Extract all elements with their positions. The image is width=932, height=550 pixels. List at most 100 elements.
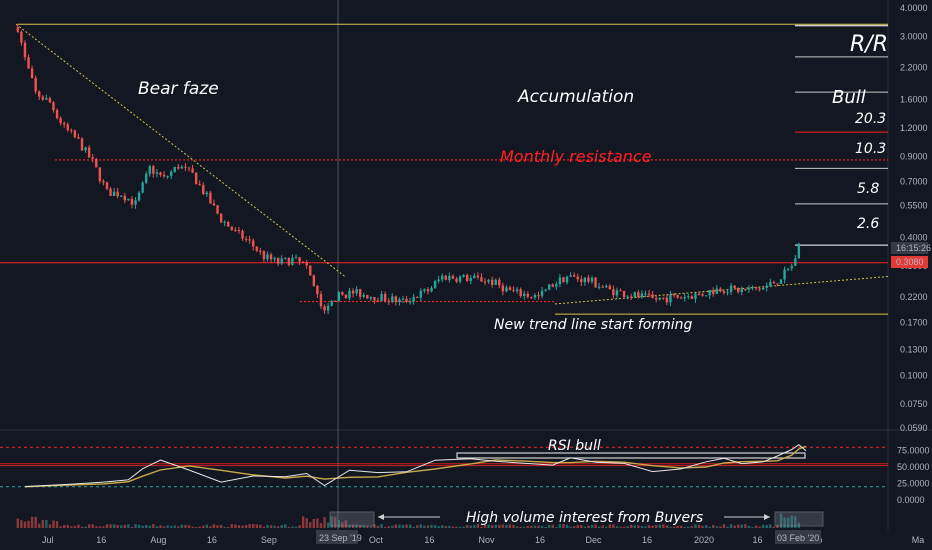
volume-bar [141, 525, 144, 528]
volume-bar [84, 526, 87, 528]
volume-bar [619, 526, 622, 528]
volume-bar [548, 525, 551, 528]
candle-body [287, 257, 291, 265]
candle-body [580, 279, 583, 283]
volume-bar [679, 525, 683, 528]
price-tick-label: 3.0000 [900, 32, 928, 42]
volume-bar [672, 526, 676, 528]
volume-bar [423, 525, 426, 528]
annotation-bull: Bull [832, 87, 866, 108]
volume-bar [490, 525, 494, 528]
volume-bar [273, 525, 276, 528]
candle-body [248, 239, 251, 241]
candle-body [227, 222, 230, 227]
volume-bar [630, 524, 633, 528]
volume-bar [494, 524, 497, 528]
volume-bar [230, 524, 234, 528]
volume-bar [373, 524, 376, 528]
candle-body [769, 282, 772, 286]
candle-body [73, 130, 77, 138]
volume-bar [726, 526, 729, 528]
candle-body [120, 195, 123, 197]
volume-bar [676, 525, 679, 528]
volume-bar [116, 524, 119, 528]
candle-body [187, 167, 191, 169]
candle-body [87, 147, 91, 158]
candle-body [626, 296, 629, 298]
candle-body [548, 284, 551, 290]
time-tick-label: Oct [369, 535, 384, 545]
candle-body [262, 251, 266, 260]
candle-body [209, 192, 212, 204]
candle-body [383, 293, 387, 301]
volume-bar [729, 524, 733, 528]
volume-bar [665, 525, 669, 528]
volume-bar [794, 516, 797, 528]
rsi-tick-label: 75.0000 [897, 446, 930, 456]
volume-bar [565, 524, 569, 528]
candle-body [437, 279, 440, 282]
candle-body [498, 279, 501, 286]
volume-bar [159, 525, 162, 528]
volume-bar [587, 525, 590, 528]
candle-body [729, 285, 733, 293]
candle-body [565, 276, 569, 283]
time-tick-label: 16 [752, 535, 762, 545]
candle-body [266, 254, 269, 260]
candle-body [280, 258, 283, 264]
candle-body [241, 230, 244, 239]
volume-bar [120, 525, 123, 528]
candle-body [708, 290, 711, 296]
candle-body [572, 275, 576, 277]
candle-body [687, 296, 690, 298]
candle-body [205, 192, 209, 195]
candle-body [519, 289, 522, 297]
grid [0, 0, 932, 530]
candle-body [651, 294, 654, 298]
candle-body [426, 289, 430, 292]
volume-bar [298, 525, 301, 528]
volume-bar [526, 526, 530, 528]
candle-body [419, 290, 423, 298]
volume-bar [262, 526, 266, 528]
candle-body [644, 293, 647, 295]
candle-body [219, 213, 223, 223]
volume-bar [255, 524, 258, 528]
volume-bar [758, 526, 761, 528]
rr-value-1: 20.3 [855, 111, 886, 127]
candle-body [358, 289, 362, 297]
volume-bar [312, 518, 316, 528]
volume-bar [227, 526, 230, 528]
candle-body [751, 286, 754, 289]
volume-bars [16, 513, 801, 528]
volume-bar [305, 518, 308, 528]
candle-body [177, 166, 180, 169]
price-tick-label: 0.0750 [900, 399, 928, 409]
volume-bar [41, 519, 44, 528]
candle-body [323, 306, 326, 311]
time-tick-label: Sep [261, 535, 277, 545]
candle-body [130, 198, 134, 205]
volume-bar [102, 526, 105, 528]
volume-bar [380, 524, 383, 528]
volume-bar [16, 518, 20, 528]
volume-bar [697, 524, 701, 528]
volume-bar [783, 517, 786, 528]
volume-bar [483, 524, 487, 528]
candle-body [544, 289, 547, 291]
time-tick-label: 16 [96, 535, 106, 545]
candle-body [173, 166, 176, 172]
volume-bar [658, 524, 661, 528]
volume-bar [266, 524, 269, 528]
candle-body [726, 292, 729, 294]
candle-body [180, 166, 184, 169]
volume-bar [448, 525, 451, 528]
candle-body [747, 288, 751, 290]
volume-bar [334, 517, 337, 528]
candle-body [216, 205, 219, 214]
candle-body [526, 293, 530, 297]
candle-body [476, 275, 480, 278]
candle-body [690, 296, 694, 299]
volume-bar [765, 524, 768, 528]
candle-body [533, 295, 537, 298]
